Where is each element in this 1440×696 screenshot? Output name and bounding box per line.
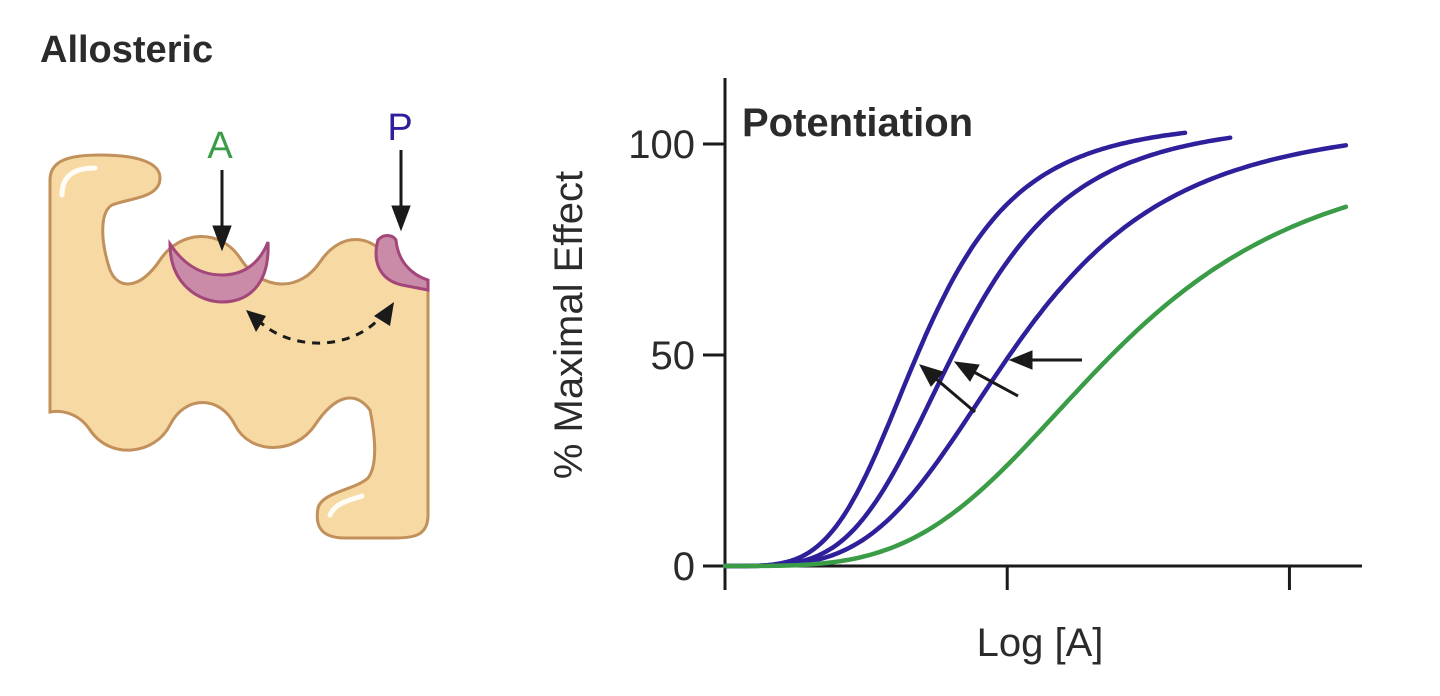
allosteric-coupling-arrow-icon [246,302,394,345]
shift-arrows [919,350,1082,414]
curve-series-2 [722,135,1233,569]
allosteric-binding-site [374,234,430,292]
x-axis-label: Log [A] [977,621,1104,665]
diagram-title: Allosteric [40,29,213,71]
agonist-label: A [207,125,233,167]
shift-arrow-icon [953,361,1019,398]
shift-arrow-icon [1008,350,1082,370]
y-tick-label: 100 [628,123,695,167]
chart-title: Potentiation [742,101,973,145]
y-tick-label: 50 [651,334,696,378]
modulator-arrow-icon [391,150,411,232]
protein-highlight [327,493,365,518]
protein-highlight [59,165,98,198]
receptor-protein [48,153,430,540]
curve-series-3 [722,143,1349,569]
agonist-arrow-icon [212,170,232,252]
dose-response-curves [722,130,1349,569]
potentiation-chart: Potentiation % Maximal Effect Log [A] 0 5… [547,78,1362,665]
curve-series-1 [722,130,1188,569]
curve-series-4 [722,204,1349,569]
x-ticks [723,566,1291,590]
y-tick-label: 0 [673,545,695,589]
agonist-binding-site [168,239,270,304]
y-ticks: 0 50 100 [628,123,725,589]
allosteric-diagram: Allosteric A P [40,29,430,540]
modulator-label: P [387,107,412,149]
y-axis-label: % Maximal Effect [547,171,591,479]
shift-arrow-icon [919,364,976,414]
